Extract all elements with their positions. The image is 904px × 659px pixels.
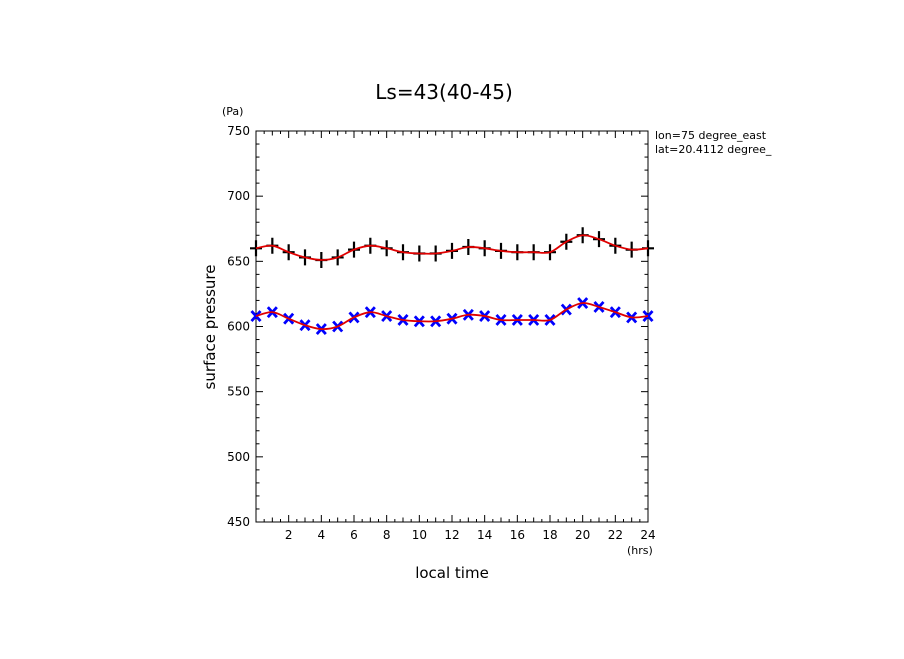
series-3-line (255, 302, 649, 331)
x-tick-label: 22 (608, 528, 623, 542)
annotation-lat: lat=20.4112 degree_ (655, 143, 772, 156)
y-axis-title: surface pressure (201, 265, 219, 390)
x-tick-label: 6 (350, 528, 358, 542)
plot-area: 2 4 6 8 10 12 14 16 18 20 22 2445050055060065070075… (227, 124, 656, 542)
x-axis-title: local time (415, 564, 489, 582)
y-unit-label: (Pa) (222, 105, 243, 118)
x-tick-label: 10 (412, 528, 427, 542)
y-tick-label: 600 (227, 320, 250, 334)
x-tick-label: 16 (510, 528, 525, 542)
y-tick-label: 450 (227, 515, 250, 529)
series-1-cross-marker (642, 310, 654, 323)
x-unit-label: (hrs) (627, 544, 653, 557)
x-tick-label: 2 (285, 528, 293, 542)
chart-title: Ls=43(40-45) (375, 80, 513, 104)
y-tick-label: 650 (227, 254, 250, 268)
y-tick-label: 700 (227, 189, 250, 203)
y-tick-label: 550 (227, 385, 250, 399)
x-tick-label: 12 (444, 528, 459, 542)
x-tick-label: 4 (318, 528, 326, 542)
x-tick-label: 24 (640, 528, 655, 542)
y-tick-label: 500 (227, 450, 250, 464)
x-tick-label: 18 (542, 528, 557, 542)
plot-frame (255, 130, 649, 523)
x-tick-label: 20 (575, 528, 590, 542)
y-tick-label: 750 (227, 124, 250, 138)
x-tick-label: 8 (383, 528, 391, 542)
annotation-lon: lon=75 degree_east (655, 129, 767, 142)
series-2-line (255, 234, 649, 261)
x-tick-label: 14 (477, 528, 492, 542)
